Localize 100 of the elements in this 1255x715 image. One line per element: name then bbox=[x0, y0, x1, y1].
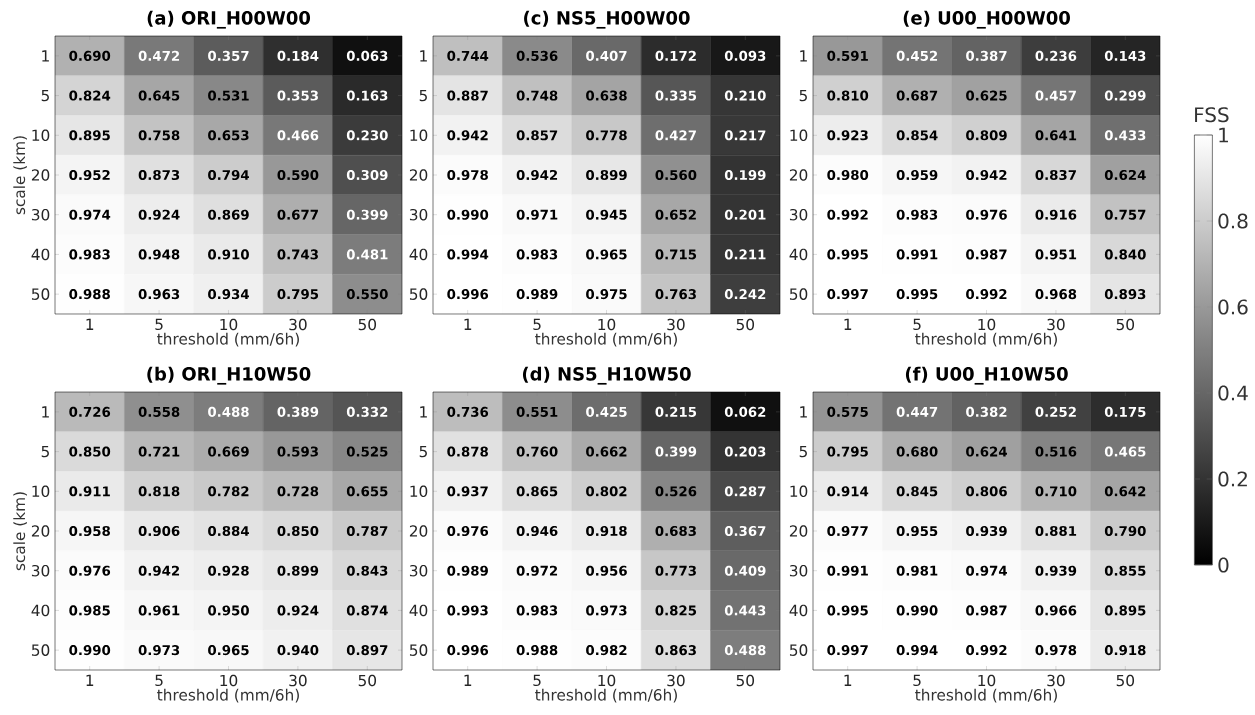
data-label: 0.873 bbox=[138, 169, 180, 181]
data-label: 0.516 bbox=[1035, 446, 1077, 457]
x-tick-label: 5 bbox=[533, 674, 541, 687]
data-label: 0.062 bbox=[724, 406, 766, 417]
data-label: 0.988 bbox=[516, 645, 558, 656]
data-label: 0.335 bbox=[655, 90, 697, 101]
y-tick-label: 10 bbox=[790, 129, 808, 142]
data-label: 0.472 bbox=[138, 50, 180, 61]
x-tick-label: 1 bbox=[844, 318, 852, 330]
y-tick-label: 30 bbox=[789, 208, 808, 221]
data-label: 0.726 bbox=[69, 406, 111, 417]
data-label: 0.332 bbox=[346, 406, 388, 417]
y-tick-label: 1 bbox=[420, 50, 427, 62]
data-label: 0.995 bbox=[827, 605, 868, 616]
data-label: 0.466 bbox=[277, 130, 319, 141]
data-label: 0.923 bbox=[827, 130, 868, 141]
x-tick-label: 30 bbox=[1047, 318, 1065, 331]
data-label: 0.825 bbox=[655, 605, 697, 616]
data-label: 0.973 bbox=[138, 645, 180, 656]
data-label: 0.242 bbox=[724, 289, 766, 300]
data-label: 0.818 bbox=[138, 486, 180, 497]
data-label: 0.690 bbox=[69, 50, 111, 61]
data-label: 0.795 bbox=[827, 446, 868, 457]
data-label: 0.940 bbox=[277, 645, 319, 656]
data-label: 0.652 bbox=[655, 209, 696, 220]
data-label: 0.399 bbox=[655, 446, 697, 457]
data-label: 0.976 bbox=[447, 525, 489, 537]
data-label: 0.965 bbox=[208, 645, 249, 656]
y-tick-label: 50 bbox=[31, 288, 50, 300]
data-label: 0.994 bbox=[447, 249, 489, 260]
data-label: 0.457 bbox=[1035, 90, 1076, 101]
data-label: 0.488 bbox=[208, 406, 249, 417]
data-label: 0.787 bbox=[346, 525, 388, 537]
data-label: 0.992 bbox=[966, 645, 1007, 656]
data-label: 0.433 bbox=[1104, 130, 1146, 141]
data-label: 0.715 bbox=[655, 249, 697, 260]
chart-title: (c) NS5_H00W00 bbox=[524, 10, 690, 29]
data-label: 0.992 bbox=[827, 209, 868, 220]
data-label: 0.976 bbox=[966, 209, 1007, 220]
data-label: 0.977 bbox=[827, 525, 868, 537]
data-label: 0.975 bbox=[586, 289, 627, 300]
data-label: 0.199 bbox=[724, 169, 766, 181]
data-label: 0.987 bbox=[966, 249, 1007, 260]
data-label: 0.916 bbox=[1035, 209, 1077, 220]
data-label: 0.991 bbox=[827, 565, 868, 576]
data-label: 0.992 bbox=[966, 289, 1007, 300]
data-label: 0.961 bbox=[138, 605, 180, 616]
data-label: 0.918 bbox=[586, 525, 627, 537]
data-label: 0.997 bbox=[827, 645, 868, 656]
data-label: 0.590 bbox=[277, 169, 319, 181]
x-tick-label: 50 bbox=[358, 318, 377, 331]
y-tick-label: 30 bbox=[31, 208, 50, 221]
y-tick-label: 5 bbox=[799, 445, 807, 458]
data-label: 0.988 bbox=[69, 289, 110, 300]
data-label: 0.625 bbox=[966, 90, 1007, 101]
data-label: 0.987 bbox=[966, 605, 1007, 616]
data-label: 0.976 bbox=[69, 565, 111, 576]
data-label: 0.551 bbox=[516, 406, 558, 417]
data-label: 0.488 bbox=[724, 645, 766, 656]
x-tick-label: 50 bbox=[1116, 674, 1135, 687]
data-label: 0.895 bbox=[69, 130, 110, 141]
data-label: 0.997 bbox=[827, 289, 868, 300]
data-label: 0.201 bbox=[724, 209, 766, 220]
data-label: 0.810 bbox=[827, 90, 869, 101]
data-label: 0.465 bbox=[1104, 446, 1146, 457]
data-label: 0.937 bbox=[447, 486, 488, 497]
data-label: 0.748 bbox=[516, 90, 558, 101]
data-label: 0.481 bbox=[346, 249, 388, 260]
data-label: 0.778 bbox=[586, 130, 627, 141]
y-tick-label: 5 bbox=[41, 89, 49, 102]
y-tick-label: 40 bbox=[31, 248, 50, 261]
y-tick-label: 50 bbox=[409, 288, 428, 300]
data-label: 0.210 bbox=[724, 90, 766, 101]
y-tick-label: 50 bbox=[789, 644, 808, 656]
data-label: 0.353 bbox=[277, 90, 318, 101]
x-tick-label: 10 bbox=[978, 674, 996, 687]
data-label: 0.653 bbox=[208, 130, 249, 141]
data-label: 0.236 bbox=[1035, 50, 1077, 61]
data-label: 0.215 bbox=[655, 406, 697, 417]
y-tick-label: 1 bbox=[42, 406, 49, 418]
data-label: 0.575 bbox=[827, 406, 868, 417]
y-tick-label: 5 bbox=[419, 89, 427, 102]
data-label: 0.966 bbox=[1035, 605, 1077, 616]
data-label: 0.939 bbox=[1035, 565, 1077, 576]
x-tick-label: 1 bbox=[86, 674, 94, 686]
x-tick-label: 5 bbox=[913, 318, 921, 331]
data-label: 0.956 bbox=[586, 565, 627, 576]
data-label: 0.928 bbox=[208, 565, 249, 576]
data-label: 0.710 bbox=[1035, 486, 1077, 497]
data-label: 0.973 bbox=[586, 605, 627, 616]
data-label: 0.989 bbox=[447, 565, 488, 576]
data-label: 0.996 bbox=[447, 645, 489, 656]
data-label: 0.763 bbox=[655, 289, 696, 300]
data-label: 0.990 bbox=[896, 605, 938, 616]
data-label: 0.642 bbox=[1104, 486, 1146, 497]
x-axis-title: threshold (mm/6h) bbox=[535, 332, 677, 347]
data-label: 0.624 bbox=[966, 446, 1008, 457]
y-tick-label: 50 bbox=[409, 644, 428, 656]
data-label: 0.955 bbox=[896, 525, 938, 537]
y-tick-label: 50 bbox=[31, 644, 50, 656]
